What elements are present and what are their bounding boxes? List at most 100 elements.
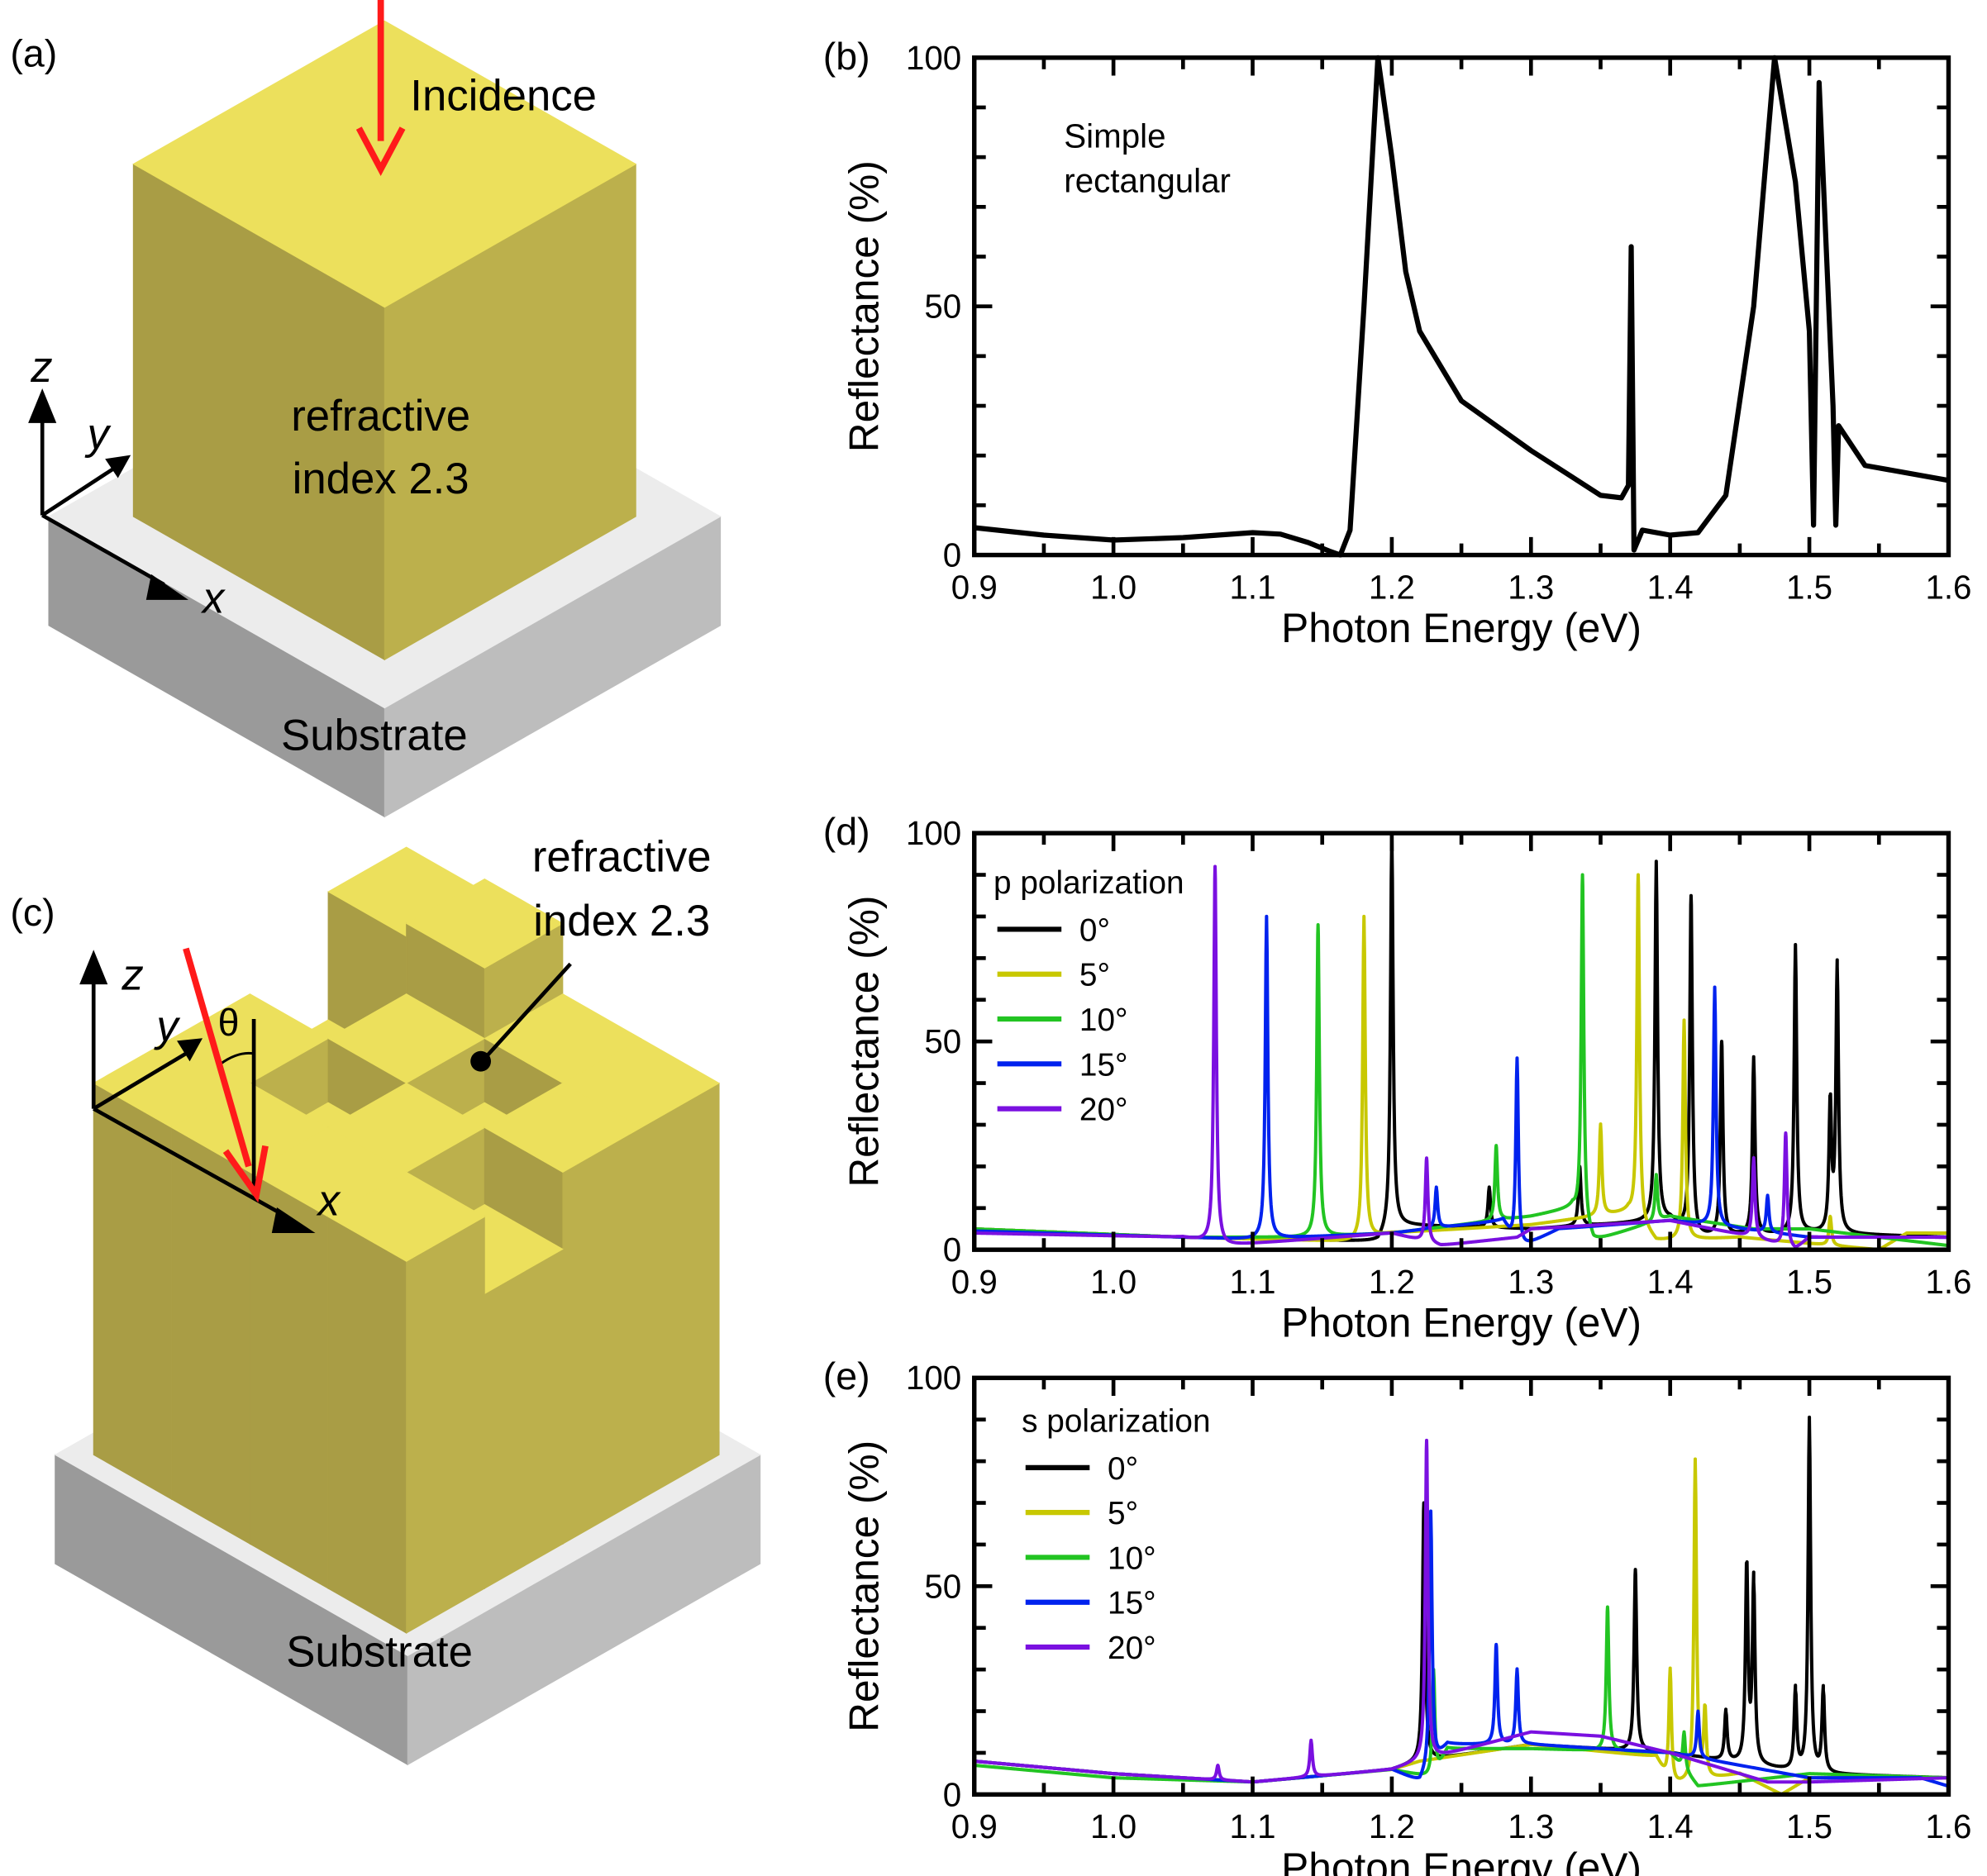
x-tick-label: 1.2: [1369, 1263, 1415, 1301]
legend-label: 5°: [1079, 958, 1110, 993]
x-tick-label: 1.3: [1508, 1263, 1554, 1301]
pillar-cell-top-face: [405, 878, 564, 969]
legend-label: 0°: [1079, 912, 1110, 948]
x-tick-label: 1.6: [1925, 1263, 1971, 1301]
angle-arc: [219, 1051, 255, 1065]
series-group: [974, 1415, 1949, 1797]
x-axis-title: Photon Energy (eV): [1281, 1845, 1642, 1876]
panel-c-schematic: (c) refractive index 2.3 Substrate z y x…: [10, 833, 761, 1766]
x-tick-label: 1.0: [1090, 568, 1136, 606]
y-arrow-icon: [105, 455, 131, 479]
x-tick-label: 1.6: [1925, 568, 1971, 606]
series-group: [974, 55, 1949, 558]
y-tick-label: 50: [924, 288, 961, 326]
x-tick-label: 1.4: [1647, 568, 1694, 606]
pillar-cell-top-face: [327, 1171, 486, 1262]
material-label-line2: index 2.3: [293, 455, 469, 503]
axis-x-label: x: [200, 574, 226, 622]
chart-d: 0.9 1.0 1.1 1.2 1.3 1.4 1.5 1.6 0 50 100 (d) Photon …: [823, 810, 1972, 1346]
legend-label: 0°: [1108, 1451, 1138, 1487]
legend-label: 15°: [1108, 1586, 1156, 1621]
x-tick-label: 0.9: [951, 1263, 998, 1301]
x-tick-label: 1.4: [1647, 1807, 1694, 1845]
legend-title: s polarization: [1022, 1403, 1210, 1439]
angle-theta-label: θ: [218, 1001, 240, 1044]
simple-pillar-drawing: [47, 20, 722, 818]
oblique-incidence-arrow-icon: [222, 1145, 269, 1203]
x-tick-label: 1.0: [1090, 1263, 1136, 1301]
pillar-cell-left-face: [327, 1216, 407, 1634]
material-label-line1: refractive: [291, 392, 470, 440]
coordinate-axes: z y x: [79, 950, 341, 1234]
pillar-cell-right-face: [562, 1126, 641, 1545]
axis-z-label: z: [30, 343, 52, 392]
x-axis-title: Photon Energy (eV): [1281, 605, 1642, 651]
pillar-cell-right-face: [641, 1082, 720, 1501]
x-tick-label: 1.5: [1786, 1807, 1832, 1845]
oblique-incidence-arrow-shaft: [183, 947, 252, 1168]
y-tick-label: 50: [924, 1567, 961, 1605]
x-arrow-icon: [145, 574, 188, 600]
y-tick-label: 0: [943, 1775, 961, 1813]
series-line-4: [974, 1438, 1949, 1784]
chart-b: 0.9 1.0 1.1 1.2 1.3 1.4 1.5 1.6 0 50 100 (b) Photon …: [823, 35, 1972, 651]
x-tick-label: 1.0: [1090, 1807, 1136, 1845]
x-tick-label: 1.1: [1229, 568, 1275, 606]
x-tick-label: 1.3: [1508, 1807, 1554, 1845]
x-tick-label: 1.5: [1786, 1263, 1832, 1301]
legend-title: p polarization: [994, 865, 1184, 901]
panel-label: (e): [823, 1355, 870, 1397]
z-arrow-icon: [28, 388, 57, 423]
panel-label-c: (c): [10, 891, 55, 934]
y-tick-label: 100: [906, 814, 961, 852]
panel-label: (d): [823, 810, 870, 853]
panel-label: (b): [823, 35, 870, 78]
annotation-text: rectangular: [1064, 162, 1231, 200]
incidence-arrow-icon: [355, 126, 406, 176]
y-tick-label: 0: [943, 536, 961, 574]
legend-label: 20°: [1108, 1631, 1156, 1666]
x-tick-label: 1.3: [1508, 568, 1554, 606]
material-label-line1: refractive: [532, 833, 712, 882]
incidence-label: Incidence: [410, 71, 597, 120]
x-tick-label: 0.9: [951, 1807, 998, 1845]
x-tick-label: 0.9: [951, 568, 998, 606]
z-arrow-icon: [79, 950, 108, 985]
x-tick-label: 1.5: [1786, 568, 1832, 606]
axis-x-label: x: [316, 1176, 341, 1225]
x-tick-label: 1.4: [1647, 1263, 1694, 1301]
x-arrow-icon: [271, 1207, 316, 1234]
x-axis-title: Photon Energy (eV): [1281, 1300, 1642, 1346]
pillar-cell-top-face: [484, 1083, 642, 1173]
y-axis-title: Reflectance (%): [841, 896, 887, 1188]
axis-y-label: y: [154, 1002, 181, 1050]
x-tick-label: 1.2: [1369, 568, 1415, 606]
substrate-label: Substrate: [286, 1627, 473, 1676]
x-tick-label: 1.2: [1369, 1807, 1415, 1845]
legend-label: 10°: [1079, 1002, 1128, 1038]
legend-label: 15°: [1079, 1047, 1128, 1083]
pillar-cell-right-face: [484, 1248, 564, 1589]
substrate-label: Substrate: [281, 711, 468, 759]
y-tick-label: 0: [943, 1231, 961, 1269]
legend-label: 10°: [1108, 1540, 1156, 1576]
series-line-0: [974, 55, 1949, 558]
complex-pillar-drawing: [54, 846, 761, 1766]
axis-y-label: y: [84, 410, 112, 459]
leader-dot-icon: [470, 1050, 492, 1072]
leader-line: [480, 962, 572, 1063]
chart-e: 0.9 1.0 1.1 1.2 1.3 1.4 1.5 1.6 0 50 100 (e) Photon …: [823, 1355, 1972, 1876]
y-axis-title: Reflectance (%): [841, 160, 887, 452]
axis-z-label: z: [121, 950, 143, 999]
annotation-text: Simple: [1064, 117, 1165, 155]
series-group: [974, 831, 1949, 1252]
x-tick-label: 1.1: [1229, 1263, 1275, 1301]
y-tick-label: 100: [906, 39, 961, 77]
pillar-cell-right-face: [406, 1216, 485, 1634]
pillar-cell-left-face: [249, 1171, 329, 1589]
y-tick-label: 50: [924, 1022, 961, 1060]
legend-label: 20°: [1079, 1093, 1128, 1128]
y-axis-title: Reflectance (%): [841, 1440, 887, 1732]
reflectance-charts: 0.9 1.0 1.1 1.2 1.3 1.4 1.5 1.6 0 50 100 (b) Photon …: [823, 35, 1972, 1876]
